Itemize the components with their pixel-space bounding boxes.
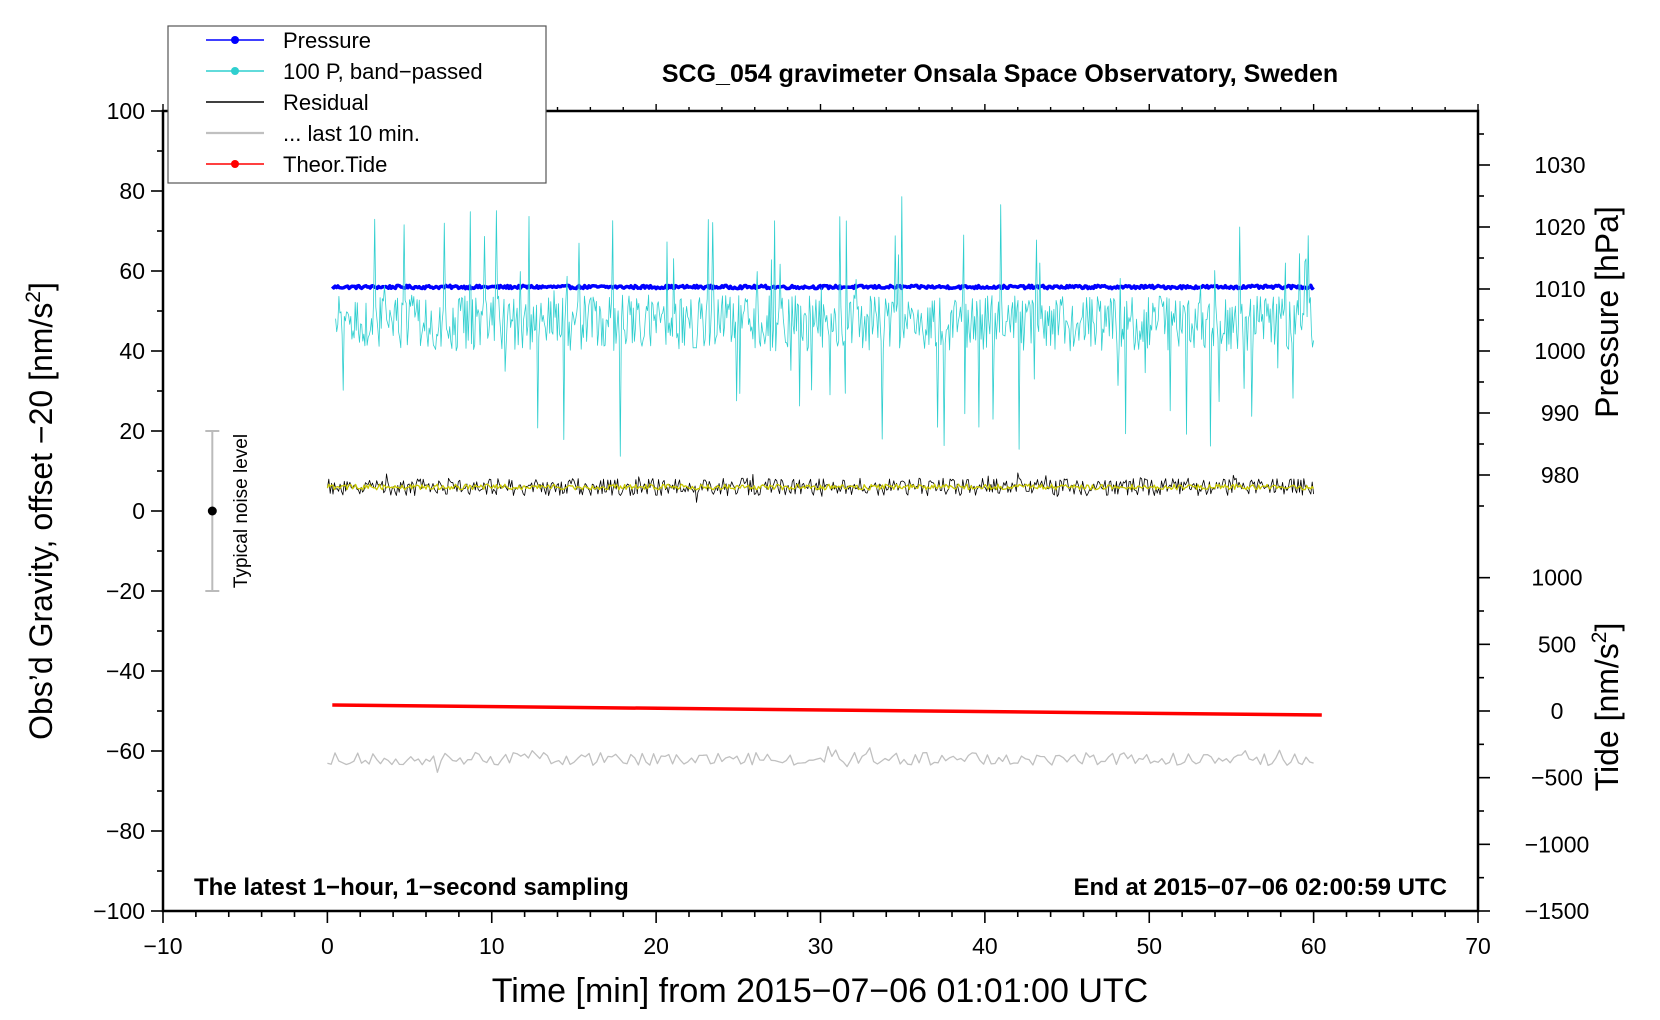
tide-tick-label: 0: [1551, 698, 1564, 724]
y-axis-label-main-end: ]: [23, 282, 59, 291]
y-tick-label: −80: [106, 818, 145, 844]
y-tick-label: 0: [132, 498, 145, 524]
note-end-time: End at 2015−07−06 02:00:59 UTC: [1073, 874, 1447, 901]
x-tick-label: 70: [1465, 933, 1491, 959]
x-tick-label: 10: [479, 933, 505, 959]
legend-marker: [231, 36, 239, 44]
series-line-5: [332, 703, 1322, 717]
y-axis-label-pressure: Pressure [hPa]: [1589, 206, 1625, 418]
note-sampling: The latest 1−hour, 1−second sampling: [194, 874, 629, 901]
x-tick-label: −10: [143, 933, 182, 959]
y-tick-label: 60: [119, 258, 145, 284]
x-tick-label: 60: [1301, 933, 1327, 959]
x-tick-label: 0: [321, 933, 334, 959]
chart-title: SCG_054 gravimeter Onsala Space Observat…: [662, 60, 1338, 88]
legend-marker: [231, 160, 239, 168]
y-tick-label: −100: [93, 898, 145, 924]
x-axis-label: Time [min] from 2015−07−06 01:01:00 UTC: [492, 972, 1148, 1010]
series-line-4: [327, 745, 1314, 773]
series-line-2: [327, 472, 1314, 503]
legend-label: Theor.Tide: [283, 152, 387, 177]
tide-tick-label: −1500: [1525, 898, 1590, 924]
series-line-1: [335, 196, 1314, 457]
legend-marker: [231, 67, 239, 75]
axis-ticks: −10 0 10 20 30 40 50 60 70−100−80−60−40−20020406…: [93, 98, 1589, 959]
legend-label: Residual: [283, 90, 369, 115]
y-axis-label-tide-text: Tide [nm/s: [1589, 643, 1625, 791]
y-axis-label-tide-end: ]: [1589, 623, 1625, 632]
y-tick-label: −20: [106, 578, 145, 604]
y-tick-label: −60: [106, 738, 145, 764]
pressure-tick-label: 1000: [1534, 338, 1585, 364]
legend-box: [167, 25, 547, 184]
y-tick-label: 40: [119, 338, 145, 364]
x-tick-label: 30: [808, 933, 834, 959]
noise-level-label: Typical noise level: [231, 434, 252, 588]
tide-tick-label: 500: [1538, 631, 1576, 657]
plot-frame: [161, 109, 1480, 913]
tide-tick-label: −1000: [1525, 831, 1590, 857]
x-tick-label: 20: [643, 933, 669, 959]
pressure-tick-label: 990: [1541, 400, 1579, 426]
pressure-tick-label: 1020: [1534, 214, 1585, 240]
x-tick-label: 50: [1136, 933, 1162, 959]
pressure-tick-label: 1010: [1534, 276, 1585, 302]
noise-bar-center: [207, 506, 217, 516]
y-axis-label-tide: Tide [nm/s2]: [1588, 623, 1625, 792]
legend-label: 100 P, band−passed: [283, 59, 483, 84]
y-axis-label-main: Obs’d Gravity, offset −20 [nm/s2]: [22, 282, 59, 740]
legend-label: Pressure: [283, 28, 371, 53]
legend-label: ... last 10 min.: [283, 121, 420, 146]
y-tick-label: −40: [106, 658, 145, 684]
y-tick-label: 20: [119, 418, 145, 444]
x-tick-label: 40: [972, 933, 998, 959]
tide-tick-label: 1000: [1531, 565, 1582, 591]
series-layer: [326, 196, 1322, 773]
legend: Pressure 100 P, band−passed Residual ... la…: [167, 25, 547, 184]
y-axis-label-main-sup: 2: [22, 291, 45, 303]
pressure-tick-label: 980: [1541, 462, 1579, 488]
y-tick-label: 80: [119, 178, 145, 204]
series-line-0: [330, 283, 1315, 291]
y-axis-label-tide-sup: 2: [1588, 632, 1611, 644]
series-line-3: [326, 483, 1315, 491]
pressure-tick-label: 1030: [1534, 152, 1585, 178]
y-tick-label: 100: [107, 98, 145, 124]
y-axis-label-main-text: Obs’d Gravity, offset −20 [nm/s: [23, 303, 59, 740]
noise-level-bar: [205, 430, 220, 592]
tide-tick-label: −500: [1531, 765, 1583, 791]
